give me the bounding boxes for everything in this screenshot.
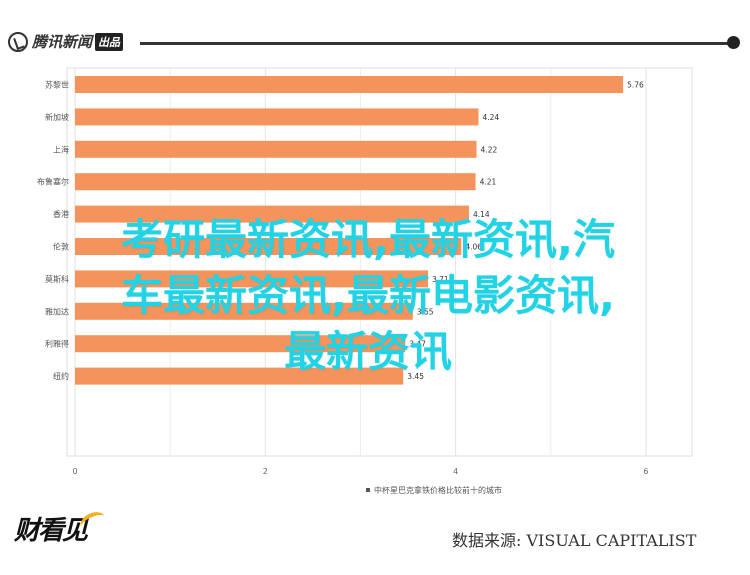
x-tick-label: 0: [72, 467, 77, 476]
bar: [75, 140, 477, 158]
header-divider: [140, 42, 730, 45]
data-label: 3.71: [432, 275, 449, 284]
plot-frame: [66, 67, 693, 457]
logo-badge: 出品: [95, 32, 124, 51]
data-label: 3.45: [407, 372, 424, 381]
x-tick-label: 4: [453, 467, 458, 476]
category-label: 新加坡: [45, 112, 69, 122]
category-label: 苏黎世: [45, 80, 69, 90]
category-label: 雅加达: [45, 306, 69, 316]
watermark-overlay-text: 考研最新资讯,最新资讯,汽 车最新资讯,最新电影资讯, 最新资讯: [28, 212, 708, 380]
bar: [75, 270, 429, 288]
data-label: 3.55: [417, 307, 434, 316]
bar: [75, 302, 413, 320]
data-label: 4.06: [465, 243, 482, 252]
legend-label: 中杯星巴克拿铁价格比较前十的城市: [374, 485, 502, 495]
data-label: 3.47: [409, 340, 426, 349]
data-label: 5.76: [627, 81, 644, 90]
data-source-caption: 数据来源: VISUAL CAPITALIST: [452, 531, 697, 550]
x-tick-label: 2: [263, 467, 268, 476]
bar: [75, 173, 476, 191]
category-label: 莫斯科: [45, 274, 69, 284]
bar: [75, 367, 404, 385]
tencent-logo-icon: [8, 31, 28, 52]
category-label: 上海: [53, 144, 69, 154]
bar: [75, 335, 406, 353]
tencent-news-logo[interactable]: 腾讯新闻 出品: [8, 31, 124, 52]
overlay-line-1: 考研最新资讯,最新资讯,汽: [121, 215, 615, 264]
category-label: 布鲁塞尔: [37, 177, 69, 187]
caikanjian-logo: 财看见: [14, 507, 109, 547]
bar: [75, 205, 469, 223]
data-label: 4.24: [482, 113, 499, 122]
header-dot-icon: [727, 36, 740, 49]
bar: [75, 238, 462, 255]
category-label: 纽约: [53, 371, 69, 381]
footer-logo-text: 财看见: [14, 516, 88, 546]
category-label: 伦敦: [53, 242, 69, 252]
bar-chart: 0 2 4 6 苏黎世 5.76 新加坡 4.24 上海 4.22 布鲁塞尔 4.21 香港 4.14 伦敦…: [37, 67, 693, 495]
overlay-line-3: 最新资讯: [283, 327, 452, 376]
logo-text: 腾讯新闻: [32, 33, 93, 51]
bar: [75, 108, 479, 126]
overlay-line-2: 车最新资讯,最新电影资讯,: [121, 271, 615, 320]
bar: [75, 76, 624, 93]
data-label: 4.14: [473, 210, 490, 219]
x-tick-label: 6: [643, 467, 648, 476]
header: 腾讯新闻 出品: [0, 0, 750, 80]
data-label: 4.22: [481, 145, 498, 154]
category-label: 香港: [53, 209, 69, 219]
category-label: 利雅得: [45, 339, 69, 349]
data-label: 4.21: [480, 178, 497, 187]
legend-marker: [366, 488, 370, 492]
